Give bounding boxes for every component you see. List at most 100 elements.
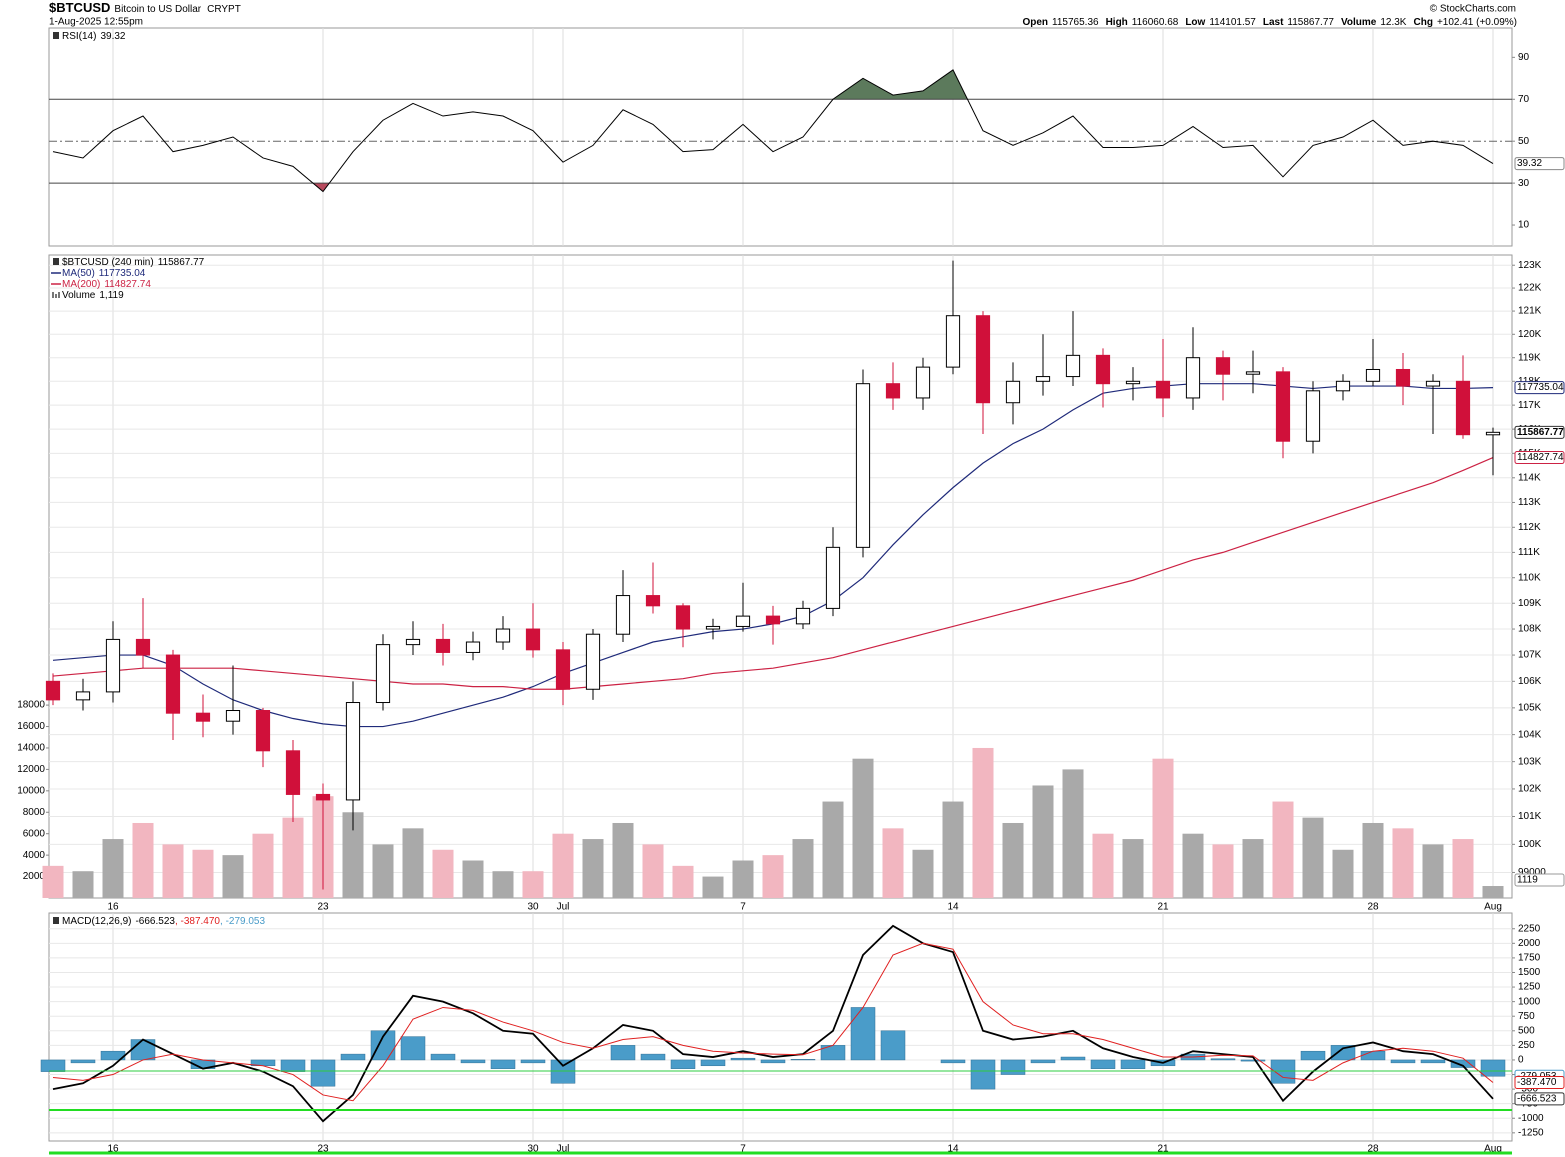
macd-histogram-bar bbox=[310, 1059, 336, 1087]
candle-body bbox=[315, 793, 331, 801]
y-tick-label: 1750 bbox=[1518, 953, 1541, 964]
legend-value: 114827.74 bbox=[104, 279, 151, 290]
volume-bar bbox=[912, 849, 934, 898]
macd-histogram-bar bbox=[670, 1059, 696, 1069]
ma-legend: MA(50) 117735.04 bbox=[62, 268, 146, 279]
macd-histogram-bar bbox=[1030, 1059, 1056, 1064]
y-tick-label: 250 bbox=[1518, 1040, 1535, 1051]
y-tick-label: 12000 bbox=[17, 764, 45, 775]
legend-title: Volume bbox=[62, 290, 96, 301]
timestamp: 1-Aug-2025 12:55pm bbox=[49, 17, 143, 28]
volume-bar bbox=[1272, 801, 1294, 898]
y-tick-label: 121K bbox=[1518, 306, 1542, 317]
quote-value: 115765.36 bbox=[1052, 17, 1099, 28]
candle-body bbox=[705, 625, 721, 630]
legend-name: MA(200) bbox=[62, 279, 100, 290]
y-tick-label: 107K bbox=[1518, 650, 1542, 661]
quote-value: 114101.57 bbox=[1209, 17, 1256, 28]
volume-bar bbox=[882, 828, 904, 898]
candle-body bbox=[135, 638, 151, 656]
y-tick-label: 117K bbox=[1518, 400, 1541, 411]
candle-body bbox=[825, 546, 841, 609]
candle-body bbox=[555, 649, 571, 690]
macd-histogram-bar bbox=[490, 1059, 516, 1069]
volume-bar bbox=[492, 871, 514, 898]
macd-histogram-bar bbox=[520, 1059, 546, 1064]
macd-histogram-bar bbox=[610, 1045, 636, 1061]
candle-body bbox=[1335, 380, 1351, 392]
x-tick-label: 7 bbox=[740, 1144, 746, 1155]
legend-icon bbox=[55, 294, 57, 298]
macd-signal-line bbox=[52, 942, 1494, 1102]
y-tick-label: 108K bbox=[1518, 624, 1542, 635]
candle-body bbox=[165, 654, 181, 714]
y-tick-label: 1250 bbox=[1518, 982, 1541, 993]
y-tick-label: 103K bbox=[1518, 756, 1542, 767]
y-tick-label: 90 bbox=[1518, 52, 1530, 63]
macd-histogram-bar bbox=[130, 1039, 156, 1061]
header-line: $BTCUSD Bitcoin to US Dollar CRYPT bbox=[49, 0, 241, 15]
candle-body bbox=[615, 595, 631, 635]
y-tick-label: 100K bbox=[1518, 839, 1542, 850]
macd-line bbox=[52, 924, 1494, 1123]
candle-body bbox=[375, 644, 391, 704]
rsi-line bbox=[52, 69, 1494, 193]
y-tick-label: 2000 bbox=[1518, 938, 1541, 949]
macd-histogram-bar bbox=[1210, 1058, 1236, 1061]
x-tick-label: 28 bbox=[1367, 1144, 1379, 1155]
macd-histogram-bar bbox=[1060, 1056, 1086, 1061]
volume-bar bbox=[702, 876, 724, 898]
legend-value: 39.32 bbox=[100, 31, 125, 42]
candle-body bbox=[855, 383, 871, 548]
y-tick-label: 122K bbox=[1518, 283, 1542, 294]
candle-body bbox=[285, 750, 301, 795]
legend-icon bbox=[58, 292, 60, 298]
macd-histogram-bar bbox=[640, 1053, 666, 1061]
volume-bar bbox=[162, 844, 184, 898]
candle-body bbox=[1095, 354, 1111, 385]
volume-bar bbox=[822, 801, 844, 898]
candle-body bbox=[195, 712, 211, 722]
candle-body bbox=[345, 702, 361, 801]
x-tick-label: 14 bbox=[947, 1144, 959, 1155]
legend-value: -387.470 bbox=[181, 916, 221, 927]
exchange: CRYPT bbox=[207, 4, 241, 15]
rsi-legend: RSI(14) 39.32 bbox=[62, 31, 126, 42]
volume-bar bbox=[642, 844, 664, 898]
candle-body bbox=[255, 710, 271, 752]
macd-histogram-bar bbox=[70, 1059, 96, 1064]
value-badge-label: 39.32 bbox=[1517, 158, 1542, 169]
volume-legend: Volume 1,119 bbox=[62, 290, 124, 301]
value-badge-label: 115867.77 bbox=[1517, 427, 1564, 438]
volume-bar bbox=[72, 871, 94, 898]
quote-line: Open 115765.36 High 116060.68 Low 114101.57 La… bbox=[1022, 17, 1517, 28]
quote-label: Chg bbox=[1413, 17, 1432, 28]
volume-bar bbox=[732, 860, 754, 898]
candle-body bbox=[45, 680, 61, 701]
y-tick-label: 101K bbox=[1518, 811, 1542, 822]
y-tick-label: 111K bbox=[1518, 547, 1540, 558]
y-tick-label: 0 bbox=[1518, 1055, 1524, 1066]
macd-histogram-bar bbox=[400, 1036, 426, 1061]
candle-body bbox=[585, 633, 601, 690]
x-tick-label: 23 bbox=[317, 902, 329, 913]
candle-body bbox=[915, 366, 931, 399]
legend-icon bbox=[53, 32, 59, 39]
macd-histogram-bar bbox=[550, 1059, 576, 1084]
x-tick-label: 14 bbox=[947, 902, 959, 913]
y-tick-label: 119K bbox=[1518, 352, 1541, 363]
y-tick-label: 10 bbox=[1518, 220, 1530, 231]
macd-histogram-bar bbox=[1240, 1059, 1266, 1062]
y-tick-label: 2000 bbox=[23, 871, 46, 882]
symbol: $BTCUSD bbox=[49, 0, 110, 15]
y-tick-label: 6000 bbox=[23, 828, 46, 839]
price-legend: $BTCUSD (240 min) 115867.77 bbox=[62, 257, 205, 268]
candle-body bbox=[225, 710, 241, 722]
macd-histogram-bar bbox=[340, 1053, 366, 1061]
quote-value: 116060.68 bbox=[1132, 17, 1179, 28]
macd-histogram-bar bbox=[1390, 1059, 1416, 1064]
candle-body bbox=[465, 641, 481, 653]
volume-bar bbox=[1332, 849, 1354, 898]
quote-value: 12.3K bbox=[1380, 17, 1406, 28]
